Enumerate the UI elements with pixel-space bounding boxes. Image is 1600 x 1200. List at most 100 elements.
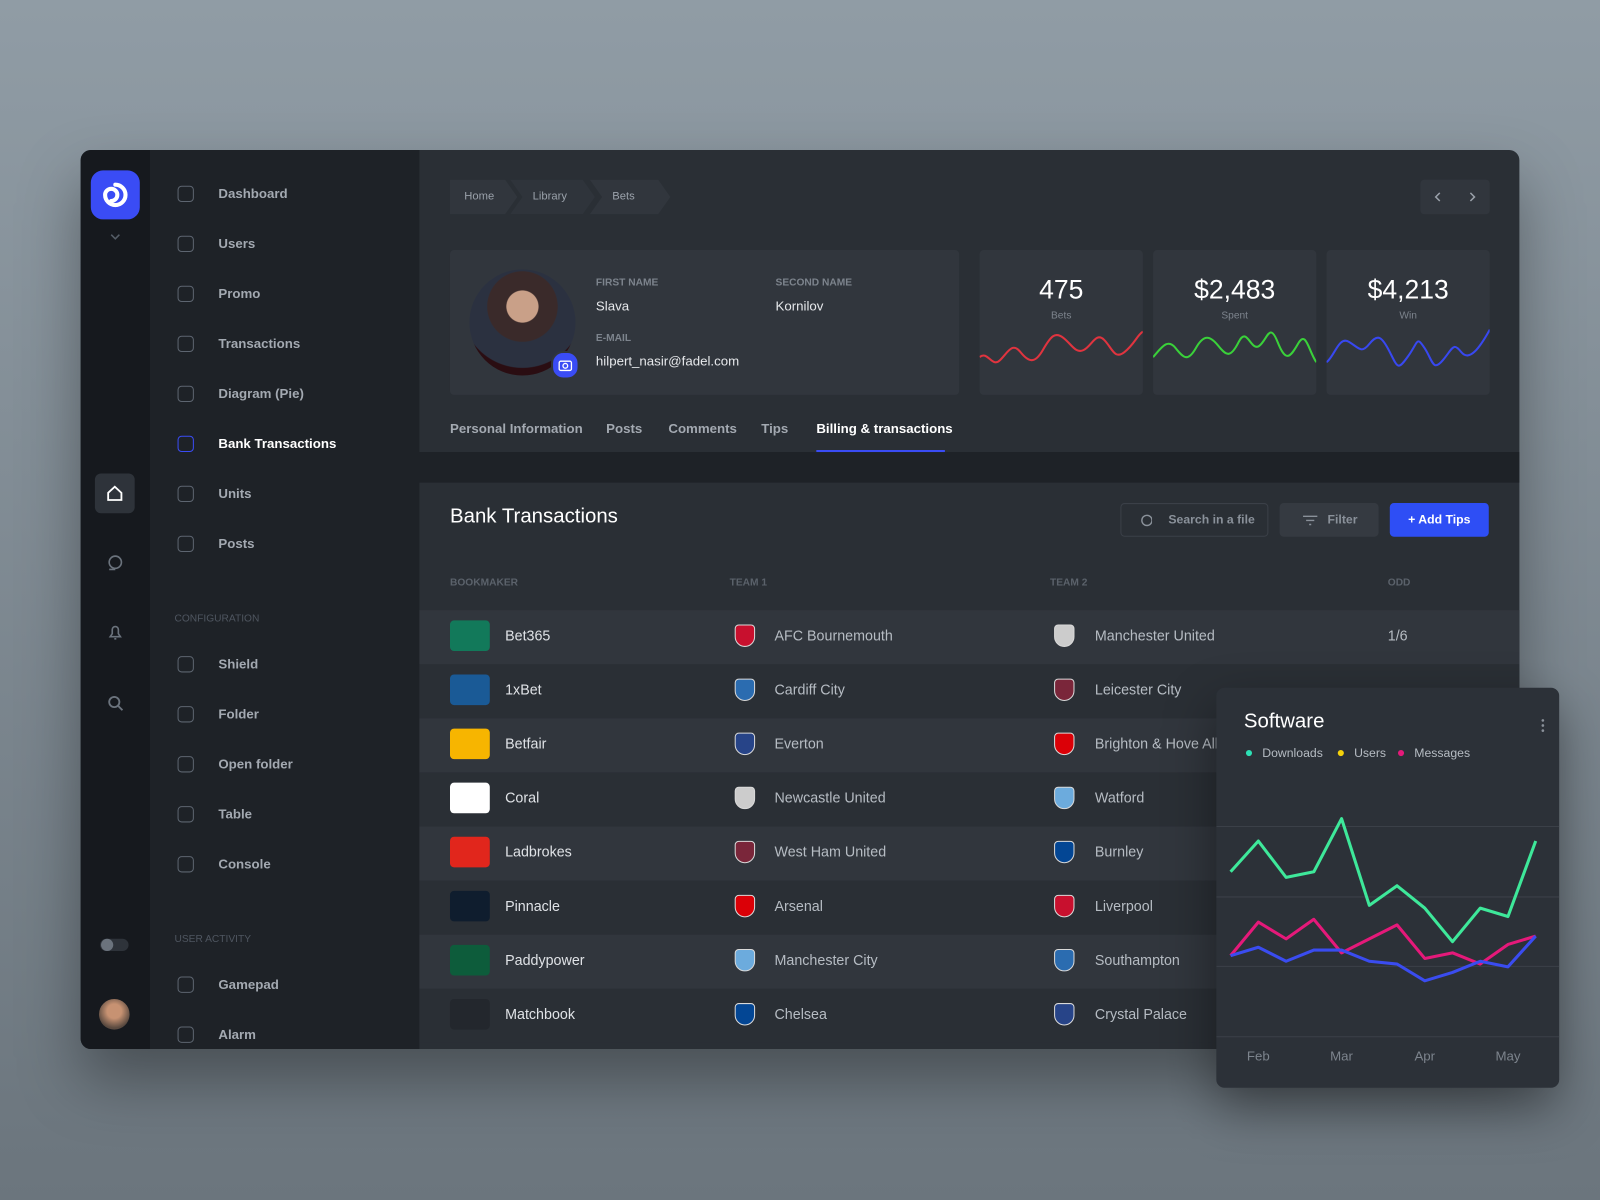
sparkline [979, 330, 1143, 364]
nav-item[interactable]: Alarm [218, 1026, 256, 1043]
rail-search[interactable] [104, 692, 126, 714]
nav-item[interactable]: Posts [218, 535, 255, 552]
sparkline [1326, 329, 1490, 367]
legend-label[interactable]: Messages [1414, 745, 1471, 761]
team-crest [734, 840, 756, 864]
team1: Everton [774, 735, 824, 752]
nav-item[interactable]: Transactions [218, 335, 301, 352]
field-label: SECOND NAME [775, 277, 853, 289]
bookmaker-logo [449, 674, 490, 706]
nav-icon [177, 706, 194, 723]
user-avatar[interactable] [98, 998, 130, 1030]
legend-label[interactable]: Downloads [1262, 745, 1323, 761]
bookmaker: 1xBet [505, 681, 542, 698]
bookmaker: Pinnacle [505, 897, 560, 914]
camera-button[interactable] [551, 351, 580, 380]
team-crest [1054, 786, 1075, 810]
tab[interactable]: Comments [668, 420, 737, 436]
add-button[interactable] [1389, 503, 1489, 537]
tabs-rule [816, 449, 945, 453]
tab[interactable]: Personal Information [449, 420, 583, 436]
kebab-menu[interactable] [1539, 716, 1547, 734]
bookmaker: Paddypower [505, 951, 585, 968]
team2: Burnley [1094, 843, 1144, 860]
field-label: E-MAIL [595, 332, 632, 344]
x-tick-label: Mar [1330, 1049, 1353, 1064]
breadcrumb-item[interactable]: Library [510, 180, 595, 215]
home-icon [107, 485, 123, 501]
nav-item[interactable]: Users [218, 235, 256, 252]
add-label[interactable]: + Add Tips [1408, 512, 1471, 527]
filter-button[interactable] [1279, 503, 1379, 537]
nav-icon [177, 976, 194, 993]
nav-item[interactable]: Units [218, 485, 252, 502]
team2: Leicester City [1094, 681, 1182, 698]
nav-icon [177, 235, 194, 253]
logo[interactable] [90, 170, 140, 220]
team-crest [734, 1003, 756, 1026]
team2: Brighton & Hove Albion [1094, 735, 1242, 752]
stat-label: Bets [1051, 310, 1072, 322]
nav-item[interactable]: Dashboard [218, 185, 288, 202]
team-crest [734, 894, 756, 918]
bookmaker-logo [449, 890, 490, 922]
bookmaker: Betfair [505, 735, 547, 752]
breadcrumb-item[interactable]: Home [450, 180, 517, 215]
nav-item[interactable]: Promo [218, 285, 261, 302]
bookmaker-logo [449, 620, 490, 652]
stat-card: 475 Bets [979, 249, 1143, 395]
nav-icon [177, 285, 194, 303]
team-crest [734, 786, 756, 810]
tab[interactable]: Tips [761, 420, 789, 436]
chevron[interactable] [107, 231, 123, 243]
team-crest [1054, 732, 1075, 756]
camera-icon [558, 360, 573, 372]
bookmaker: Ladbrokes [505, 843, 572, 860]
breadcrumb-label: Home [464, 190, 495, 203]
theme-toggle[interactable] [99, 938, 129, 952]
tab[interactable]: Billing & transactions [816, 420, 953, 436]
nav-item[interactable]: Gamepad [218, 976, 279, 993]
pager [1420, 179, 1490, 215]
team2: Southampton [1094, 951, 1180, 968]
filter-label[interactable]: Filter [1327, 512, 1358, 527]
breadcrumb-label: Bets [612, 190, 635, 203]
divider-strip [419, 452, 1520, 483]
column-header: ODD [1387, 577, 1411, 589]
series-line [1229, 817, 1538, 944]
search-box[interactable] [1120, 503, 1269, 537]
x-tick-label: Feb [1247, 1049, 1270, 1064]
rail-icon[interactable] [104, 552, 126, 574]
nav-item[interactable]: Console [218, 856, 271, 872]
nav-item[interactable]: Folder [218, 706, 259, 722]
bookmaker: Bet365 [505, 627, 551, 644]
nav-icon [177, 756, 194, 773]
widget-title: Software [1243, 710, 1325, 733]
odd: 1/6 [1387, 627, 1408, 644]
field-value: Slava [595, 298, 630, 314]
breadcrumb-item[interactable]: Bets [590, 180, 671, 215]
nav-item[interactable]: Open folder [218, 756, 293, 772]
stat-card: $2,483 Spent [1153, 249, 1317, 395]
team1: West Ham United [774, 843, 887, 860]
nav-icon [177, 1026, 194, 1043]
team-crest [1054, 1003, 1075, 1026]
toggle-knob [101, 938, 114, 952]
tab[interactable]: Posts [606, 420, 643, 436]
team2: Manchester United [1094, 627, 1215, 644]
nav-item[interactable]: Table [218, 806, 253, 822]
search-placeholder: Search in a file [1168, 512, 1255, 527]
rail-home[interactable] [94, 473, 135, 514]
line-chart: Feb Mar Apr May [1216, 817, 1560, 1064]
pager-arrows[interactable] [1420, 180, 1489, 215]
team-crest [1054, 948, 1075, 972]
team1: Newcastle United [774, 789, 886, 806]
nav-item[interactable]: Bank Transactions [218, 435, 337, 452]
nav-icon [177, 806, 194, 823]
nav-item[interactable]: Diagram (Pie) [218, 385, 304, 402]
rail-bell[interactable] [104, 621, 126, 643]
table-row[interactable] [419, 610, 1520, 665]
nav-item[interactable]: Shield [218, 656, 259, 672]
series-line [1230, 935, 1537, 983]
legend-label[interactable]: Users [1354, 745, 1387, 761]
